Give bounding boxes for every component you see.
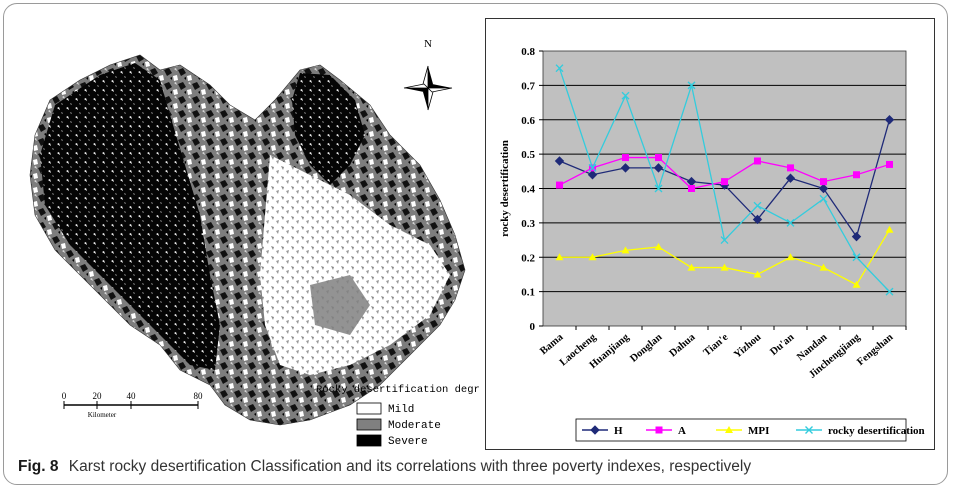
data-point <box>886 160 893 168</box>
data-point <box>852 280 861 288</box>
data-point <box>819 194 828 203</box>
legend-marker-2 <box>725 426 733 433</box>
caption-label: Fig. 8 <box>18 458 59 475</box>
data-point <box>785 173 796 183</box>
north-label: N <box>424 38 432 50</box>
map-legend-item-severe: Severe <box>356 434 428 448</box>
data-point <box>620 163 631 173</box>
data-point <box>885 287 894 296</box>
y-tick-label: 0.1 <box>521 287 535 299</box>
data-point <box>885 225 894 233</box>
data-point <box>655 154 662 162</box>
legend-marker-3 <box>805 426 813 434</box>
y-tick-label: 0.6 <box>521 115 535 127</box>
x-tick-label: Fengshan <box>855 332 895 368</box>
data-point <box>720 236 729 245</box>
scale-bar: 0 20 40 80 Kilometer <box>62 391 203 419</box>
data-point <box>853 171 860 179</box>
data-point <box>653 163 664 173</box>
map-moderate-patch <box>310 275 370 335</box>
data-point <box>621 91 630 100</box>
data-point <box>555 253 564 261</box>
y-axis-label: rocky desertification <box>499 140 511 237</box>
data-point <box>720 263 729 271</box>
figure-caption: Fig. 8 Karst rocky desertification Class… <box>18 458 751 476</box>
svg-text:Severe: Severe <box>388 436 428 448</box>
data-point <box>752 214 763 225</box>
x-tick-label: Yizhou <box>732 332 763 361</box>
data-point <box>687 81 696 90</box>
caption-text: Karst rocky desertification Classificati… <box>68 458 752 475</box>
data-point <box>721 178 728 186</box>
y-tick-label: 0.3 <box>521 218 535 230</box>
data-point <box>654 184 663 193</box>
map-mild-east <box>260 155 450 375</box>
scale-tick-0: 0 <box>62 391 67 401</box>
line-chart: 00.10.20.30.40.50.60.70.8BamaLaochengHua… <box>499 46 925 442</box>
legend-marker-0 <box>590 425 600 435</box>
scale-tick-80: 80 <box>194 391 204 401</box>
svg-text:Moderate: Moderate <box>388 420 441 432</box>
north-arrow-icon <box>403 65 453 111</box>
scale-tick-20: 20 <box>93 391 103 401</box>
y-tick-label: 0.8 <box>521 46 535 58</box>
data-point <box>622 154 629 162</box>
scale-tick-40: 40 <box>127 391 137 401</box>
data-point <box>687 263 696 271</box>
data-point <box>884 115 895 125</box>
legend-label-0: H <box>614 425 623 437</box>
karst-map-panel: N 0 20 40 80 Kilometer Rocky desertifica… <box>29 38 480 448</box>
x-tick-label: Bama <box>538 331 566 357</box>
legend-label-1: A <box>678 425 686 437</box>
data-point <box>754 157 761 165</box>
data-point <box>588 253 597 261</box>
svg-text:Mild: Mild <box>388 404 414 416</box>
data-point <box>787 164 794 172</box>
data-point <box>621 246 630 254</box>
line-chart-panel: 0 0.1 0.2 0.3 0.4 0.5 0.6 0.7 0.8 Bama Laocheng Hua… <box>485 18 935 450</box>
x-tick-label: Tian'e <box>702 332 731 359</box>
map-legend-item-mild: Mild <box>356 402 414 416</box>
data-point <box>753 270 762 278</box>
x-tick-label: Du'an <box>768 332 796 358</box>
y-tick-label: 0.4 <box>521 184 535 196</box>
data-point <box>554 156 565 166</box>
scale-unit: Kilometer <box>88 411 117 419</box>
data-point <box>587 170 598 180</box>
x-tick-label: Dahua <box>668 331 698 359</box>
data-point <box>688 185 695 192</box>
data-point <box>588 163 597 172</box>
map-severe-northeast <box>292 73 365 185</box>
data-point <box>820 178 827 186</box>
y-tick-label: 0.5 <box>521 149 535 161</box>
data-point <box>819 263 828 271</box>
map-legend-item-moderate: Moderate <box>356 418 441 432</box>
data-point <box>852 253 861 262</box>
data-point <box>786 218 795 227</box>
data-point <box>818 183 829 194</box>
chart-legend: H A MPI rocky desertification <box>575 418 925 442</box>
data-point <box>851 231 862 242</box>
data-point <box>786 253 795 261</box>
map-severe-west <box>40 63 220 370</box>
data-point <box>654 242 663 250</box>
data-point <box>555 64 564 73</box>
y-tick-label: 0 <box>530 321 536 333</box>
legend-label-2: MPI <box>748 425 769 437</box>
data-point <box>753 201 762 210</box>
legend-label-3: rocky desertification <box>828 425 925 437</box>
map-legend-title: Rocky desertification degree <box>316 384 480 396</box>
x-tick-label: Donglan <box>628 332 664 365</box>
y-tick-label: 0.2 <box>521 252 535 264</box>
legend-marker-1 <box>655 426 663 434</box>
y-tick-label: 0.7 <box>521 80 535 92</box>
data-point <box>556 181 563 189</box>
